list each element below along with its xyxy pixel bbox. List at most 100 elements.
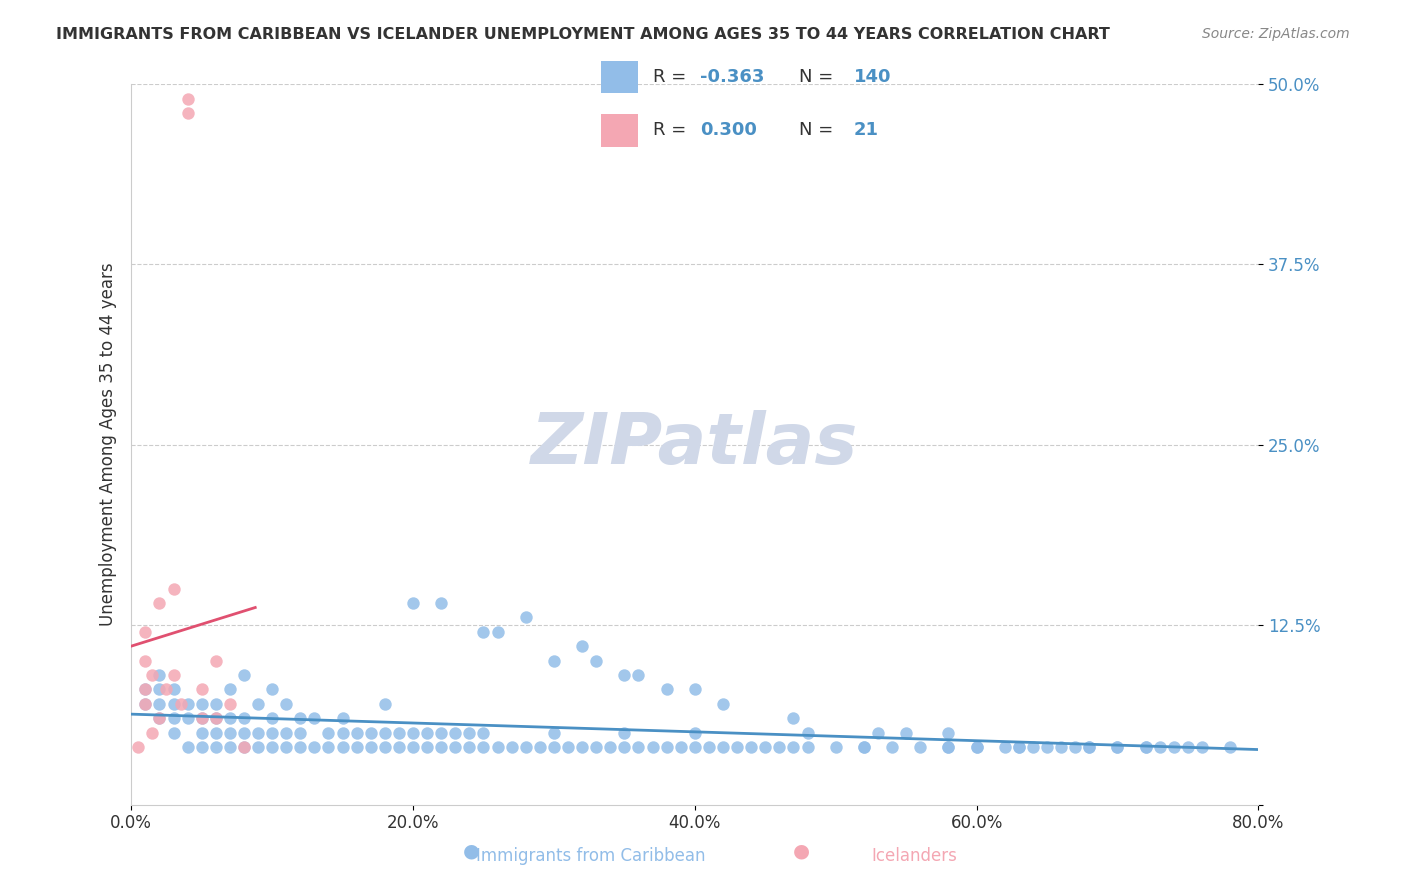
- Point: [290, 725, 312, 739]
- Text: Immigrants from Caribbean: Immigrants from Caribbean: [475, 847, 706, 865]
- Text: 21: 21: [853, 121, 879, 139]
- Point: [669, 740, 692, 755]
- Point: [134, 697, 156, 711]
- Point: [148, 697, 170, 711]
- Point: [148, 668, 170, 682]
- Point: [486, 740, 509, 755]
- Point: [204, 711, 226, 725]
- Text: Icelanders: Icelanders: [870, 847, 957, 865]
- Point: [134, 682, 156, 697]
- Point: [190, 682, 212, 697]
- Point: [994, 740, 1017, 755]
- Point: [148, 711, 170, 725]
- Point: [190, 740, 212, 755]
- Point: [134, 624, 156, 639]
- Point: [218, 682, 240, 697]
- Point: [754, 740, 776, 755]
- Text: ●: ●: [463, 842, 479, 861]
- Point: [262, 740, 284, 755]
- Point: [332, 740, 354, 755]
- Point: [444, 725, 467, 739]
- Point: [218, 725, 240, 739]
- Point: [388, 725, 411, 739]
- Point: [262, 711, 284, 725]
- Point: [276, 725, 298, 739]
- Point: [1177, 740, 1199, 755]
- Point: [529, 740, 551, 755]
- Point: [402, 740, 425, 755]
- Point: [134, 682, 156, 697]
- Point: [218, 740, 240, 755]
- Point: [318, 725, 340, 739]
- Point: [374, 740, 396, 755]
- Point: [966, 740, 988, 755]
- Point: [824, 740, 846, 755]
- Point: [402, 596, 425, 610]
- Point: [1050, 740, 1073, 755]
- Point: [332, 725, 354, 739]
- Point: [571, 740, 593, 755]
- Point: [332, 711, 354, 725]
- Point: [162, 697, 184, 711]
- Point: [162, 682, 184, 697]
- Point: [1163, 740, 1185, 755]
- Point: [204, 740, 226, 755]
- Point: [543, 740, 565, 755]
- Point: [141, 725, 163, 739]
- Point: [204, 697, 226, 711]
- Point: [218, 697, 240, 711]
- Point: [233, 668, 256, 682]
- Point: [599, 740, 621, 755]
- Point: [1107, 740, 1129, 755]
- Point: [585, 654, 607, 668]
- Point: [388, 740, 411, 755]
- Point: [262, 725, 284, 739]
- Point: [346, 725, 368, 739]
- Point: [613, 740, 636, 755]
- Point: [796, 725, 818, 739]
- Point: [472, 725, 495, 739]
- Point: [613, 725, 636, 739]
- Text: N =: N =: [799, 121, 839, 139]
- Point: [304, 740, 326, 755]
- Point: [852, 740, 875, 755]
- Point: [938, 725, 960, 739]
- Point: [233, 725, 256, 739]
- Bar: [602, 61, 638, 94]
- Point: [162, 711, 184, 725]
- Point: [472, 624, 495, 639]
- Point: [1008, 740, 1031, 755]
- Point: [557, 740, 579, 755]
- Point: [768, 740, 790, 755]
- Point: [276, 697, 298, 711]
- Point: [247, 725, 270, 739]
- Point: [1219, 740, 1241, 755]
- Point: [374, 697, 396, 711]
- Point: [290, 740, 312, 755]
- Point: [501, 740, 523, 755]
- Point: [204, 725, 226, 739]
- Point: [458, 740, 481, 755]
- Text: R =: R =: [652, 68, 692, 86]
- Point: [430, 725, 453, 739]
- Point: [176, 740, 198, 755]
- Bar: [602, 114, 638, 146]
- Point: [374, 725, 396, 739]
- Point: [218, 711, 240, 725]
- Point: [176, 697, 198, 711]
- Text: 0.300: 0.300: [700, 121, 756, 139]
- Point: [262, 682, 284, 697]
- Point: [155, 682, 177, 697]
- Point: [1036, 740, 1059, 755]
- Point: [430, 740, 453, 755]
- Point: [162, 668, 184, 682]
- Point: [486, 624, 509, 639]
- Point: [190, 697, 212, 711]
- Point: [740, 740, 762, 755]
- Point: [655, 740, 678, 755]
- Point: [711, 740, 734, 755]
- Point: [416, 725, 439, 739]
- Point: [141, 668, 163, 682]
- Text: IMMIGRANTS FROM CARIBBEAN VS ICELANDER UNEMPLOYMENT AMONG AGES 35 TO 44 YEARS CO: IMMIGRANTS FROM CARIBBEAN VS ICELANDER U…: [56, 27, 1111, 42]
- Y-axis label: Unemployment Among Ages 35 to 44 years: Unemployment Among Ages 35 to 44 years: [100, 263, 117, 626]
